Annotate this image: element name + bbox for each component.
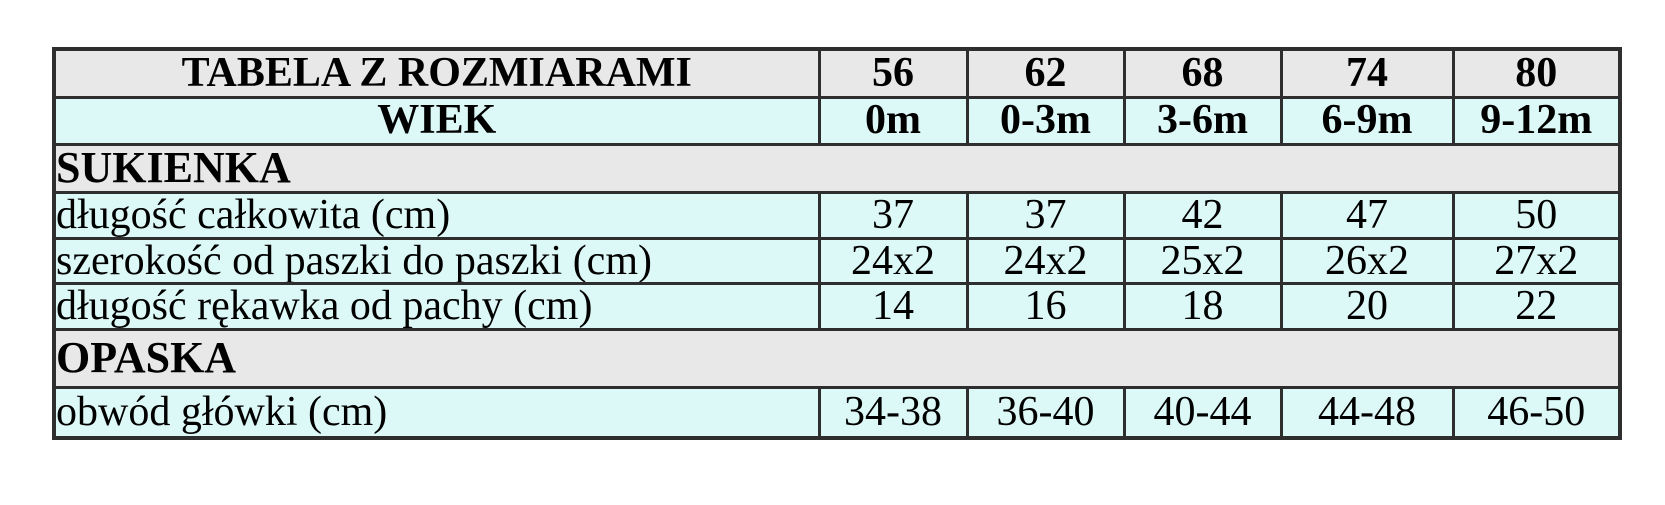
measurement-value-cell: 16	[965, 282, 1126, 332]
measurement-label: szerokość od paszki do paszki (cm)	[52, 236, 821, 286]
measurement-value-cell: 24x2	[965, 236, 1126, 286]
measurement-value-cell: 46-50	[1451, 386, 1622, 440]
table-title-row: TABELA Z ROZMIARAMI 56 62 68 74 80	[52, 47, 1622, 99]
measurement-value-cell: 44-48	[1279, 386, 1455, 440]
age-value-cell: 0-3m	[965, 95, 1126, 146]
age-value-cell: 6-9m	[1279, 95, 1455, 146]
measurement-value-cell: 34-38	[817, 386, 969, 440]
section-header-opaska: OPASKA	[52, 328, 1622, 390]
measurement-value-cell: 47	[1279, 190, 1455, 240]
measurement-value-cell: 37	[817, 190, 969, 240]
measurement-value-cell: 20	[1279, 282, 1455, 332]
measurement-row: obwód główki (cm) 34-38 36-40 40-44 44-4…	[52, 386, 1622, 440]
measurement-value-cell: 18	[1122, 282, 1283, 332]
measurement-label: długość rękawka od pachy (cm)	[52, 282, 821, 332]
measurement-row: szerokość od paszki do paszki (cm) 24x2 …	[52, 236, 1622, 286]
measurement-value-cell: 22	[1451, 282, 1622, 332]
measurement-value-cell: 42	[1122, 190, 1283, 240]
age-value-cell: 3-6m	[1122, 95, 1283, 146]
age-value-cell: 0m	[817, 95, 969, 146]
size-header-cell: 56	[817, 47, 969, 99]
measurement-value-cell: 27x2	[1451, 236, 1622, 286]
size-header-cell: 62	[965, 47, 1126, 99]
measurement-value-cell: 26x2	[1279, 236, 1455, 286]
measurement-value-cell: 50	[1451, 190, 1622, 240]
size-header-cell: 74	[1279, 47, 1455, 99]
size-header-cell: 80	[1451, 47, 1622, 99]
table-title-cell: TABELA Z ROZMIARAMI	[52, 47, 821, 99]
measurement-value-cell: 24x2	[817, 236, 969, 286]
age-value-cell: 9-12m	[1451, 95, 1622, 146]
size-header-cell: 68	[1122, 47, 1283, 99]
section-row-sukienka: SUKIENKA	[52, 142, 1622, 194]
measurement-row: długość rękawka od pachy (cm) 14 16 18 2…	[52, 282, 1622, 332]
section-row-opaska: OPASKA	[52, 328, 1622, 390]
age-label-cell: WIEK	[52, 95, 821, 146]
section-header-sukienka: SUKIENKA	[52, 142, 1622, 194]
measurement-value-cell: 14	[817, 282, 969, 332]
measurement-row: długość całkowita (cm) 37 37 42 47 50	[52, 190, 1622, 240]
measurement-value-cell: 37	[965, 190, 1126, 240]
size-table: TABELA Z ROZMIARAMI 56 62 68 74 80 WIEK …	[52, 47, 1622, 440]
measurement-value-cell: 40-44	[1122, 386, 1283, 440]
age-row: WIEK 0m 0-3m 3-6m 6-9m 9-12m	[52, 95, 1622, 146]
measurement-value-cell: 36-40	[965, 386, 1126, 440]
measurement-label: długość całkowita (cm)	[52, 190, 821, 240]
measurement-value-cell: 25x2	[1122, 236, 1283, 286]
measurement-label: obwód główki (cm)	[52, 386, 821, 440]
